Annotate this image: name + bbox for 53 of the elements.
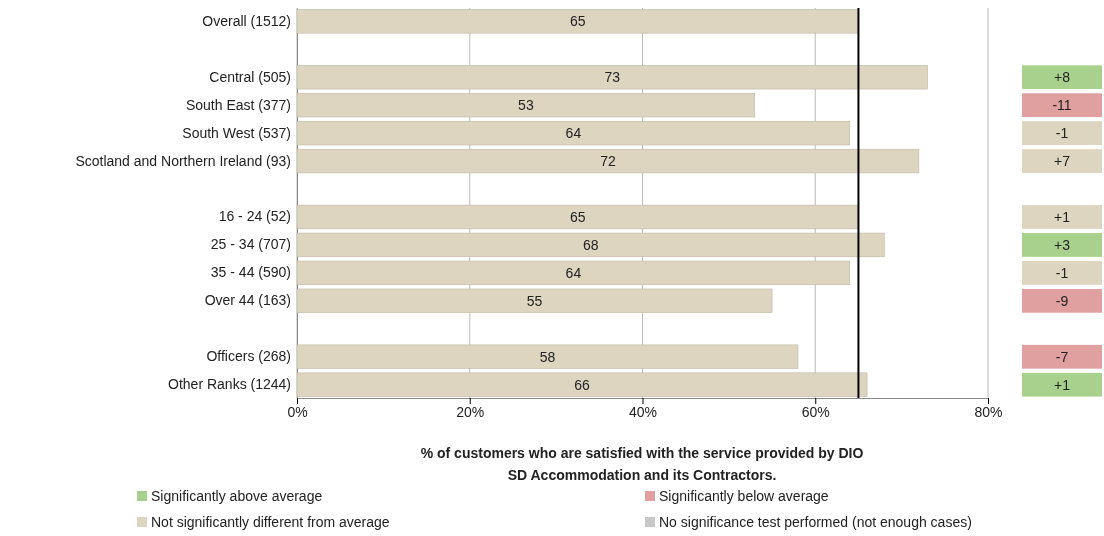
text: +1: [1054, 376, 1070, 393]
bar: [296, 344, 799, 369]
bar: [296, 65, 928, 90]
data-label: 58: [539, 348, 556, 365]
data-label: 53: [518, 97, 534, 114]
bar: [296, 232, 885, 258]
data-label: 65: [569, 13, 586, 30]
y-tick-label: 16 - 24 (52): [218, 208, 291, 225]
x-tick-label: 0%: [287, 403, 308, 420]
y-tick-label: Overall (1512): [202, 12, 291, 29]
data-label: 64: [565, 125, 582, 142]
y-tick-label: Other Ranks (1244): [168, 376, 291, 393]
text: +7: [1054, 152, 1070, 169]
y-tick-label: South West (537): [182, 124, 291, 141]
text: -9: [1055, 292, 1069, 309]
data-label: 73: [604, 69, 621, 86]
bar: [296, 120, 851, 146]
bar: [296, 288, 773, 313]
y-tick-label: Central (505): [209, 68, 291, 85]
data-label: 64: [565, 264, 582, 281]
text: +3: [1054, 236, 1070, 253]
y-tick-label: Scotland and Northern Ireland (93): [75, 152, 291, 169]
text: -7: [1055, 348, 1069, 365]
x-tick-label: 20%: [456, 403, 485, 420]
y-tick-label: South East (377): [185, 96, 291, 113]
bar: [296, 204, 859, 230]
data-label: 66: [574, 376, 591, 393]
data-label: 55: [526, 292, 543, 309]
data-label: 68: [582, 236, 599, 253]
bar: [296, 260, 851, 286]
bar: [296, 93, 756, 118]
x-tick-label: 40%: [628, 403, 658, 420]
text: +8: [1054, 69, 1070, 86]
bar: [296, 9, 859, 34]
y-tick-label: Over 44 (163): [204, 292, 291, 309]
x-tick-label: 80%: [974, 403, 1003, 420]
x-tick-label: 60%: [801, 403, 830, 420]
data-label: 72: [600, 152, 616, 169]
y-tick-label: Officers (268): [206, 348, 291, 365]
bar: [296, 148, 920, 174]
y-tick-label: 35 - 44 (590): [210, 264, 291, 281]
y-tick-label: 25 - 34 (707): [210, 236, 291, 253]
text: -1: [1055, 264, 1069, 281]
legend-label: Not significantly different from average: [151, 513, 390, 530]
text: +1: [1054, 208, 1070, 225]
text: -1: [1055, 125, 1069, 142]
bar: [296, 372, 868, 397]
legend-label: No significance test performed (not enough cases): [659, 513, 972, 530]
x-axis-title: % of customers who are satisfied with the service provided by DIO SD Accommodation and its Contractors.: [420, 445, 864, 483]
legend-label: Significantly above average: [151, 487, 323, 504]
legend-label: Significantly below average: [659, 487, 829, 504]
data-label: 65: [569, 208, 586, 225]
text: -11: [1052, 97, 1072, 114]
